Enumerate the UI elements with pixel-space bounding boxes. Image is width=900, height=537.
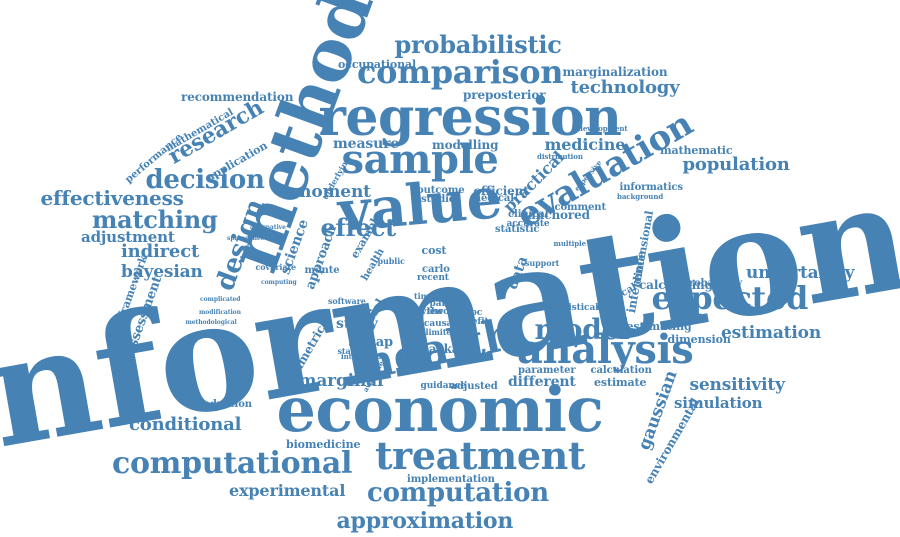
cloud-word: proc	[460, 307, 483, 318]
cloud-word: accurate	[506, 218, 550, 229]
cloud-word: public	[377, 256, 406, 266]
cloud-word: effect	[320, 213, 397, 242]
cloud-word: parameter	[518, 365, 576, 376]
cloud-word: statap	[348, 334, 394, 350]
cloud-word: statistic	[495, 224, 540, 235]
cloud-word: medical	[470, 193, 515, 204]
cloud-word: effectiveness	[40, 186, 184, 210]
cloud-word: causal	[424, 318, 456, 329]
cloud-word: model	[534, 313, 630, 346]
cloud-word: medicine	[544, 135, 626, 154]
cloud-word: clinical	[508, 209, 549, 220]
cloud-word: recommendation	[181, 90, 294, 104]
cloud-word: analysis	[517, 326, 694, 373]
cloud-word: implementation	[407, 474, 495, 485]
cloud-word: measure	[333, 136, 400, 152]
cloud-word: alternative	[250, 224, 286, 231]
cloud-word: modelling	[432, 138, 499, 152]
cloud-word: studies	[421, 194, 461, 205]
cloud-word: economic	[276, 373, 605, 446]
cloud-word: recent	[417, 272, 449, 283]
cloud-word: experimental	[229, 481, 346, 500]
cloud-word: biomedicine	[286, 437, 361, 451]
cloud-word: informatics	[619, 182, 684, 193]
cloud-word: comment	[554, 202, 607, 213]
cloud-word: benefit	[453, 316, 489, 327]
cloud-word: monte	[304, 265, 340, 276]
cloud-word: sample	[341, 136, 499, 183]
cloud-word: adjustment	[81, 227, 175, 246]
cloud-word: review	[411, 306, 444, 317]
cloud-word: package	[420, 342, 476, 356]
cloud-word: indirect	[121, 241, 200, 262]
cloud-word: integrated	[341, 351, 382, 361]
cloud-word: background	[617, 191, 664, 201]
cloud-word: complicated	[200, 296, 241, 303]
cloud-word: regression	[318, 87, 622, 148]
cloud-word: comparison	[357, 53, 564, 91]
cloud-word: development	[578, 123, 628, 133]
cloud-word: probabilistic	[394, 30, 562, 59]
cloud-word: approximation	[336, 508, 514, 534]
cloud-word: calculating	[639, 278, 713, 292]
cloud-word: mathematic	[660, 143, 733, 157]
cloud-word: moment	[293, 181, 371, 202]
cloud-word: cost	[421, 243, 447, 257]
cloud-word: computation	[367, 478, 549, 508]
cloud-word: limited	[425, 327, 457, 337]
cloud-word: expected	[651, 279, 809, 317]
cloud-word: probability	[682, 278, 743, 289]
cloud-word: estimation	[721, 322, 822, 343]
cloud-word: technology	[570, 77, 680, 98]
cloud-word: distribution	[537, 151, 583, 161]
cloud-word: computing	[261, 279, 297, 286]
cloud-word: theory	[427, 306, 459, 317]
cloud-word: bayesian	[121, 261, 203, 282]
cloud-word: preposterior	[463, 88, 546, 102]
cloud-word: marginalization	[562, 65, 668, 79]
cloud-word: guidance	[420, 380, 467, 391]
cloud-word: calculation	[590, 365, 652, 376]
cloud-word: study	[336, 316, 378, 332]
cloud-word: time	[414, 291, 434, 301]
cloud-word: estimate	[594, 375, 647, 389]
cloud-word: uncertainty	[746, 262, 855, 283]
cloud-word: occupational	[338, 57, 417, 71]
cloud-word: decision	[145, 165, 265, 195]
cloud-word: reduction	[198, 399, 253, 410]
cloud-word: statistical	[549, 302, 599, 313]
cloud-word: carlo	[422, 264, 450, 275]
cloud-word: matching	[92, 205, 218, 234]
cloud-word: population	[682, 154, 790, 175]
cloud-word: efficient	[473, 184, 529, 198]
cloud-word: spreadsheet	[227, 235, 268, 242]
cloud-word: adjusted	[450, 381, 498, 392]
cloud-word: different	[508, 374, 576, 390]
cloud-word: estimating	[626, 319, 692, 333]
cloud-word: methodological	[185, 319, 237, 326]
cloud-word: covariate	[255, 262, 297, 272]
cloud-word: computational	[112, 446, 353, 481]
cloud-word: simulation	[674, 393, 763, 412]
cloud-word: software	[328, 296, 366, 306]
cloud-word: standard	[337, 346, 377, 356]
cloud-word: support	[525, 258, 560, 268]
cloud-word: anchored	[528, 208, 590, 222]
cloud-word: dimension	[667, 332, 731, 346]
cloud-word: partial	[429, 298, 463, 309]
cloud-word: outcome	[417, 185, 465, 196]
cloud-word: sensitivity	[689, 374, 785, 395]
cloud-word: modification	[199, 309, 241, 316]
cloud-word: conditional	[129, 414, 242, 435]
cloud-word: multiple	[553, 238, 587, 248]
cloud-word: treatment	[375, 433, 586, 478]
cloud-word: marginal	[298, 370, 384, 391]
